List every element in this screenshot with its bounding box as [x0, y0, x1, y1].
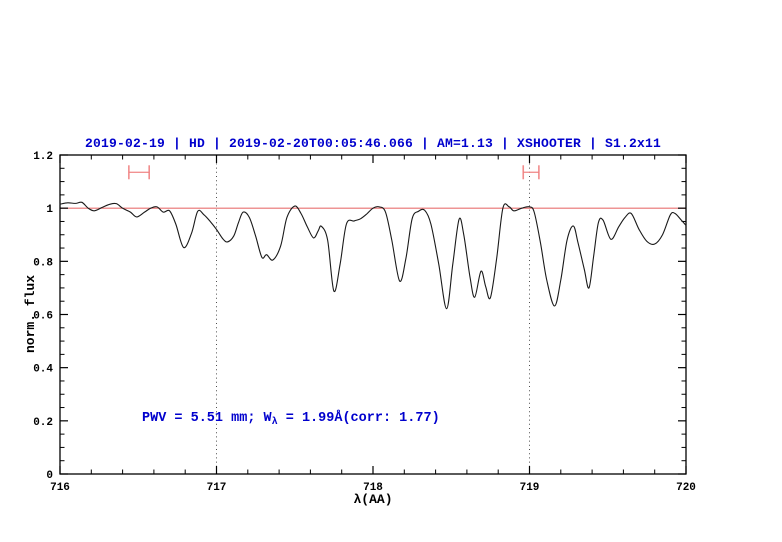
x-axis-label: λ(AA) — [353, 492, 393, 507]
y-tick-label: 0.2 — [33, 417, 53, 429]
x-tick-label: 718 — [363, 482, 383, 494]
y-tick-label: 0 — [46, 470, 53, 482]
telluric-spectrum — [59, 201, 687, 310]
pwv-annotation-value: = 1.99Å(corr: 1.77) — [277, 411, 440, 426]
y-tick-label: 1 — [46, 204, 53, 216]
y-tick-label: 0.6 — [33, 311, 53, 323]
y-tick-label: 1.2 — [33, 151, 53, 163]
y-tick-label: 0.4 — [33, 364, 53, 376]
x-tick-label: 719 — [520, 482, 540, 494]
x-tick-label: 716 — [50, 482, 70, 494]
x-tick-label: 717 — [207, 482, 227, 494]
plot-title: 2019-02-19 | HD | 2019-02-20T00:05:46.06… — [84, 136, 662, 151]
pwv-annotation: PWV = 5.51 mm; Wλ = 1.99Å(corr: 1.77) — [142, 411, 440, 428]
x-tick-label: 720 — [676, 482, 696, 494]
lambda-subscript: λ — [271, 417, 278, 428]
y-tick-label: 0.8 — [33, 257, 53, 269]
pwv-annotation-text: PWV = 5.51 mm; W — [142, 411, 272, 426]
y-axis-label: norm. flux — [23, 275, 38, 354]
